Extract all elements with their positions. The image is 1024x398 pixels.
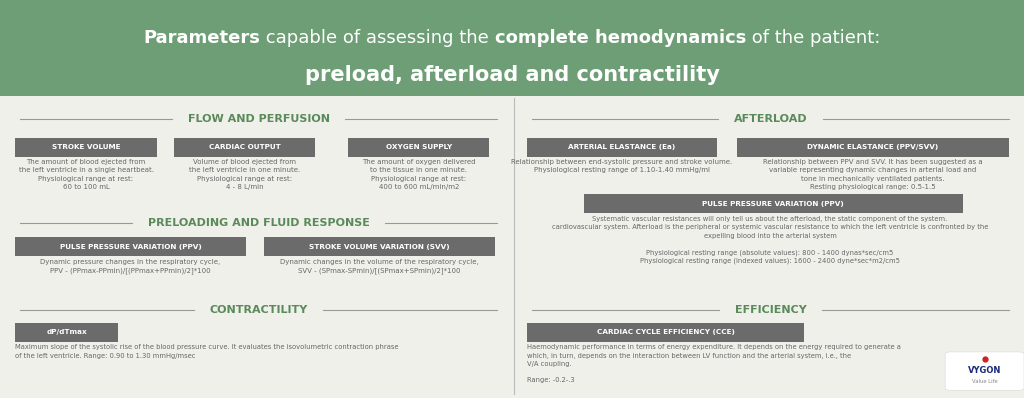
Bar: [264, 237, 495, 256]
Text: OXYGEN SUPPLY: OXYGEN SUPPLY: [386, 144, 452, 150]
Bar: [0, 0, 1024, 96]
Text: Parameters: Parameters: [143, 29, 260, 47]
Text: Systematic vascular resistances will only tell us about the afterload, the stati: Systematic vascular resistances will onl…: [552, 216, 988, 264]
Bar: [584, 194, 963, 213]
Bar: [737, 138, 1009, 157]
Text: EFFICIENCY: EFFICIENCY: [734, 305, 807, 316]
Text: The amount of oxygen delivered
to the tissue in one minute.
Physiological range : The amount of oxygen delivered to the ti…: [362, 159, 475, 190]
Bar: [15, 237, 246, 256]
Bar: [527, 138, 717, 157]
Text: Dynamic pressure changes in the respiratory cycle,
PPV - (PPmax-PPmin)/[(PPmax+P: Dynamic pressure changes in the respirat…: [40, 259, 220, 274]
Text: DYNAMIC ELASTANCE (PPV/SVV): DYNAMIC ELASTANCE (PPV/SVV): [807, 144, 939, 150]
Bar: [174, 138, 315, 157]
FancyBboxPatch shape: [945, 352, 1024, 390]
Text: Relationship between PPV and SVV. It has been suggested as a
variable representi: Relationship between PPV and SVV. It has…: [763, 159, 982, 190]
Text: VYGON: VYGON: [968, 366, 1001, 375]
Text: Value Life: Value Life: [972, 379, 997, 384]
Text: of the patient:: of the patient:: [746, 29, 881, 47]
Text: Dynamic changes in the volume of the respiratory cycle,
SVV - (SPmax-SPmin)/[(SP: Dynamic changes in the volume of the res…: [280, 259, 478, 274]
Text: AFTERLOAD: AFTERLOAD: [734, 114, 807, 125]
Bar: [15, 138, 157, 157]
Text: Relationship between end-systolic pressure and stroke volume.
Physiological rest: Relationship between end-systolic pressu…: [511, 159, 732, 174]
Text: dP/dTmax: dP/dTmax: [46, 329, 87, 336]
Text: capable of assessing the: capable of assessing the: [260, 29, 495, 47]
Text: PRELOADING AND FLUID RESPONSE: PRELOADING AND FLUID RESPONSE: [147, 218, 370, 228]
Text: Volume of blood ejected from
the left ventricle in one minute.
Physiological ran: Volume of blood ejected from the left ve…: [189, 159, 300, 190]
Text: CARDIAC OUTPUT: CARDIAC OUTPUT: [209, 144, 281, 150]
Bar: [348, 138, 489, 157]
Text: PULSE PRESSURE VARIATION (PPV): PULSE PRESSURE VARIATION (PPV): [59, 244, 202, 250]
Bar: [15, 323, 118, 342]
Text: The amount of blood ejected from
the left ventricle in a single heartbeat.
Physi: The amount of blood ejected from the lef…: [18, 159, 154, 190]
Text: PULSE PRESSURE VARIATION (PPV): PULSE PRESSURE VARIATION (PPV): [702, 201, 844, 207]
Text: STROKE VOLUME VARIATION (SVV): STROKE VOLUME VARIATION (SVV): [309, 244, 450, 250]
Text: CARDIAC CYCLE EFFICIENCY (CCE): CARDIAC CYCLE EFFICIENCY (CCE): [597, 329, 734, 336]
Text: Maximum slope of the systolic rise of the blood pressure curve. It evaluates the: Maximum slope of the systolic rise of th…: [15, 344, 399, 359]
Text: STROKE VOLUME: STROKE VOLUME: [52, 144, 120, 150]
Text: complete hemodynamics: complete hemodynamics: [495, 29, 746, 47]
Text: ARTERIAL ELASTANCE (Ea): ARTERIAL ELASTANCE (Ea): [568, 144, 676, 150]
Text: preload, afterload and contractility: preload, afterload and contractility: [304, 64, 720, 84]
Text: Haemodynamic performance in terms of energy expenditure. It depends on the energ: Haemodynamic performance in terms of ene…: [527, 344, 901, 383]
Text: FLOW AND PERFUSION: FLOW AND PERFUSION: [187, 114, 330, 125]
Text: CONTRACTILITY: CONTRACTILITY: [210, 305, 307, 316]
Bar: [527, 323, 804, 342]
